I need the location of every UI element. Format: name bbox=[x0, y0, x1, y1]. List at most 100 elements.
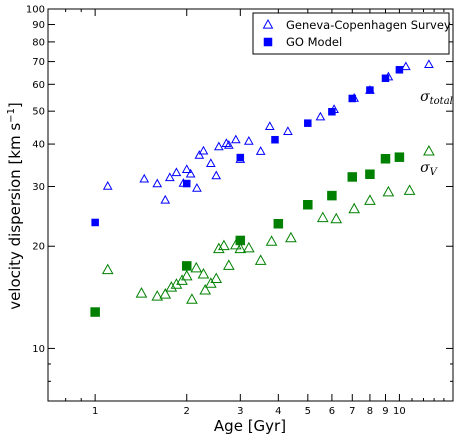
data-point-triangle bbox=[197, 267, 210, 279]
annotations: σtotal σV bbox=[420, 89, 453, 178]
x-tick-label: 6 bbox=[329, 406, 335, 417]
data-point-square bbox=[348, 94, 357, 103]
legend-entry: Geneva-Copenhagen Survey bbox=[262, 18, 451, 32]
x-tick-label: 10 bbox=[393, 406, 406, 417]
series-total-triangle-open bbox=[102, 59, 434, 204]
data-point-triangle bbox=[403, 184, 416, 195]
data-marks bbox=[90, 59, 435, 317]
y-axis-title-main: velocity dispersion [km s bbox=[6, 123, 24, 310]
data-point-triangle bbox=[401, 61, 411, 71]
y-axis-title: velocity dispersion [km s−1] bbox=[6, 102, 24, 310]
x-tick-label: 1 bbox=[92, 406, 98, 417]
data-point-square bbox=[236, 153, 245, 162]
axis-tick-labels: 1 2 3 4 5 6 7 8 9 10 10 20 30 40 50 60 70 80 90 100 bbox=[26, 5, 406, 418]
data-point-triangle bbox=[265, 235, 278, 246]
data-point-triangle bbox=[159, 288, 172, 299]
data-point-triangle bbox=[210, 272, 223, 284]
series-V-triangle-open bbox=[101, 145, 435, 304]
legend-marker-triangle bbox=[262, 18, 274, 29]
data-point-triangle bbox=[254, 254, 267, 265]
x-tick-label: 9 bbox=[382, 406, 388, 417]
data-point-triangle bbox=[101, 263, 114, 275]
data-point-triangle bbox=[264, 121, 275, 130]
series-total-square-filled bbox=[91, 66, 404, 227]
y-axis-title-sup: −1 bbox=[6, 108, 17, 123]
data-point-triangle bbox=[222, 259, 235, 270]
y-tick-label: 60 bbox=[32, 80, 45, 91]
y-tick-label: 90 bbox=[32, 20, 45, 31]
data-point-triangle bbox=[230, 134, 241, 144]
legend-entry: GO Model bbox=[263, 35, 342, 49]
data-point-triangle bbox=[180, 269, 193, 281]
y-tick-label: 50 bbox=[32, 107, 45, 118]
y-tick-label: 30 bbox=[32, 182, 45, 193]
data-point-triangle bbox=[211, 170, 222, 180]
data-point-triangle bbox=[151, 290, 164, 301]
sigma-v-label: σV bbox=[420, 160, 439, 178]
legend-label: Geneva-Copenhagen Survey bbox=[286, 18, 451, 32]
sigma-total-label: σtotal bbox=[420, 89, 453, 107]
x-tick-label: 4 bbox=[275, 406, 281, 417]
data-point-square bbox=[273, 218, 284, 229]
data-point-triangle bbox=[164, 172, 175, 182]
data-point-triangle bbox=[382, 185, 395, 197]
data-point-triangle bbox=[199, 284, 212, 295]
y-tick-label: 40 bbox=[32, 140, 45, 151]
data-point-triangle bbox=[190, 261, 203, 273]
data-point-triangle bbox=[135, 287, 148, 298]
y-axis-title-close: ] bbox=[6, 102, 24, 108]
data-point-square bbox=[91, 218, 99, 227]
data-point-square bbox=[365, 169, 375, 179]
legend-box bbox=[252, 12, 450, 55]
data-point-square bbox=[90, 307, 100, 317]
data-point-square bbox=[303, 200, 313, 210]
data-point-triangle bbox=[160, 194, 171, 204]
data-point-square bbox=[182, 179, 191, 188]
data-point-triangle bbox=[242, 241, 255, 253]
data-point-square bbox=[347, 172, 358, 182]
data-point-square bbox=[181, 261, 192, 271]
x-tick-label: 5 bbox=[305, 406, 311, 417]
legend: Geneva-Copenhagen Survey GO Model bbox=[252, 12, 451, 55]
data-point-square bbox=[304, 119, 312, 127]
data-point-triangle bbox=[192, 182, 202, 192]
data-point-triangle bbox=[234, 242, 247, 254]
legend-label: GO Model bbox=[286, 35, 342, 49]
x-tick-label: 2 bbox=[184, 406, 190, 417]
data-point-triangle bbox=[181, 164, 192, 174]
data-point-triangle bbox=[205, 158, 216, 167]
data-point-triangle bbox=[285, 231, 297, 243]
x-axis-title: Age [Gyr] bbox=[214, 417, 286, 435]
data-point-triangle bbox=[213, 141, 224, 151]
data-point-square bbox=[366, 86, 374, 94]
plot-area bbox=[48, 9, 453, 401]
data-point-triangle bbox=[330, 212, 343, 224]
data-point-triangle bbox=[185, 168, 196, 178]
x-tick-label: 8 bbox=[367, 406, 373, 417]
data-point-square bbox=[380, 154, 391, 164]
data-point-triangle bbox=[102, 180, 113, 190]
data-point-triangle bbox=[218, 239, 230, 251]
data-point-triangle bbox=[139, 173, 150, 183]
data-point-triangle bbox=[243, 136, 254, 145]
data-point-triangle bbox=[198, 145, 209, 155]
data-point-triangle bbox=[152, 178, 163, 188]
y-tick-label: 20 bbox=[32, 242, 45, 253]
data-point-triangle bbox=[364, 194, 376, 205]
data-point-triangle bbox=[186, 293, 198, 304]
y-tick-label: 70 bbox=[32, 57, 45, 68]
y-tick-label: 100 bbox=[26, 5, 45, 16]
data-point-triangle bbox=[348, 202, 361, 214]
data-point-triangle bbox=[212, 242, 225, 254]
data-point-triangle bbox=[255, 146, 266, 155]
y-tick-label: 10 bbox=[32, 344, 45, 355]
data-point-square bbox=[328, 108, 336, 116]
legend-marker-square bbox=[263, 37, 273, 47]
series-V-square-filled bbox=[90, 152, 405, 317]
y-tick-label: 80 bbox=[32, 37, 45, 48]
data-point-triangle bbox=[424, 59, 434, 69]
data-point-triangle bbox=[194, 150, 205, 159]
data-point-square bbox=[235, 235, 246, 246]
data-point-square bbox=[395, 66, 404, 74]
